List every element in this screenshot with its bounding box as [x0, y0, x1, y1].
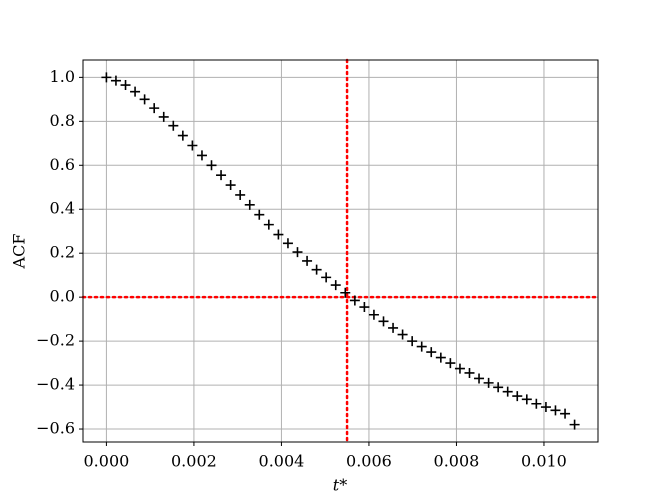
marker [177, 130, 188, 141]
x-tick-label: 0.006 [346, 452, 392, 471]
y-tick-label: 1.0 [50, 67, 75, 86]
y-axis-label: ACF [10, 234, 29, 270]
marker [311, 264, 322, 275]
marker [110, 75, 121, 86]
marker [101, 72, 112, 83]
marker [216, 170, 227, 181]
marker [454, 363, 465, 374]
marker [149, 103, 160, 114]
plot-frame [82, 59, 599, 443]
x-tick-label: 0.008 [434, 452, 480, 471]
y-tick-label: 0.4 [50, 199, 75, 218]
marker [483, 377, 494, 388]
marker [120, 80, 131, 91]
x-tick-label: 0.004 [259, 452, 305, 471]
marker [225, 180, 236, 191]
marker [426, 347, 437, 358]
marker [158, 111, 169, 122]
marker [569, 419, 580, 430]
marker [445, 358, 456, 369]
marker [273, 229, 284, 240]
marker [330, 280, 341, 291]
marker [474, 373, 485, 384]
marker [359, 302, 370, 313]
marker [349, 295, 360, 306]
marker [435, 352, 446, 363]
marker [368, 309, 379, 320]
marker [340, 287, 351, 298]
marker [397, 329, 408, 340]
y-tick-label: 0.6 [50, 155, 75, 174]
marker [292, 247, 303, 258]
marker [130, 86, 141, 97]
marker [502, 386, 513, 397]
marker [302, 255, 313, 266]
marker [254, 209, 265, 220]
marker [560, 408, 571, 419]
marker [139, 94, 150, 105]
marker [282, 238, 293, 249]
marker [521, 394, 532, 405]
marker [464, 367, 475, 378]
marker [540, 402, 551, 413]
marker [378, 316, 389, 327]
marker [531, 398, 542, 409]
y-tick-label: 0.8 [50, 111, 75, 130]
marker [244, 199, 255, 210]
marker [187, 140, 198, 151]
marker [263, 219, 274, 230]
marker [493, 382, 504, 393]
marker [196, 150, 207, 161]
y-tick-label: −0.4 [36, 375, 75, 394]
x-tick-label: 0.000 [84, 452, 130, 471]
marker [321, 272, 332, 283]
y-tick-label: 0.0 [50, 287, 75, 306]
x-axis-label: t* [333, 476, 347, 495]
marker [235, 189, 246, 200]
marker [206, 160, 217, 171]
marker [388, 322, 399, 333]
x-tick-label: 0.010 [521, 452, 567, 471]
y-tick-label: 0.2 [50, 243, 75, 262]
marker [550, 405, 561, 416]
marker [512, 391, 523, 402]
marker [168, 120, 179, 131]
marker [416, 341, 427, 352]
y-tick-label: −0.2 [36, 331, 75, 350]
y-tick-label: −0.6 [36, 419, 75, 438]
x-tick-label: 0.002 [171, 452, 217, 471]
marker [407, 336, 418, 347]
